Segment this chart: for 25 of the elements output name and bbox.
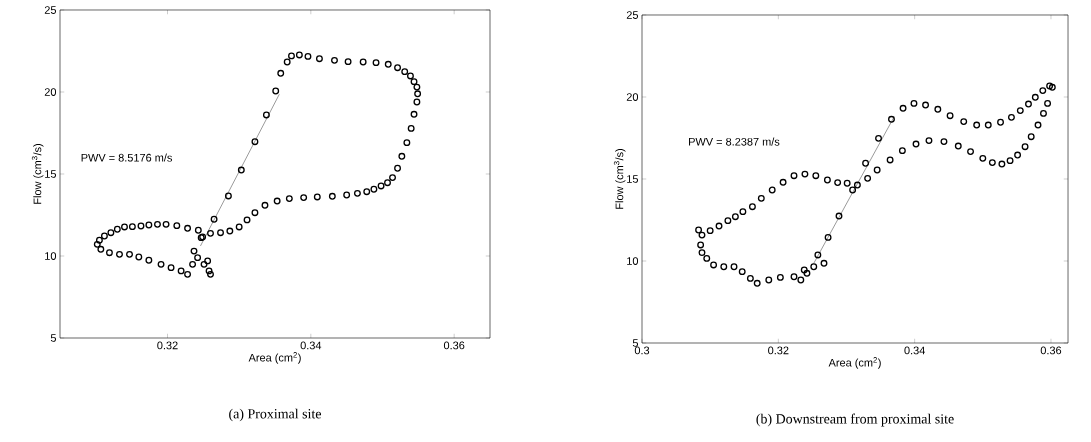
- y-tick-label: 25: [44, 6, 57, 14]
- x-tick-label: 0.34: [300, 341, 322, 350]
- x-tick-label: 0.32: [157, 341, 178, 350]
- y-tick-label: 15: [627, 175, 639, 183]
- y-tick-label: 5: [50, 334, 57, 342]
- y-tick-label: 20: [626, 93, 639, 101]
- x-tick-label: 0.36: [1040, 346, 1062, 355]
- x-axis-title: Area (cm$^{2}$): [828, 357, 881, 369]
- y-tick-label: 15: [45, 170, 57, 178]
- x-tick-label: 0.32: [768, 346, 789, 355]
- y-tick-label: 10: [45, 252, 57, 260]
- annotation: PWV = 8.5176 m/s: [81, 153, 172, 162]
- text: (b) Downstream from proximal site: [756, 413, 954, 427]
- x-tick-label: 0.34: [904, 346, 925, 355]
- y-axis-title: Flow (cm$^{3}$/s): [31, 143, 44, 204]
- x-tick-label: 0.36: [443, 341, 465, 350]
- text: (a) Proximal site: [229, 408, 321, 422]
- x-tick-label: 0.3: [634, 346, 650, 355]
- x-axis-title: Area (cm$^{2}$): [248, 352, 301, 364]
- y-tick-label: 10: [627, 257, 639, 265]
- y-tick-label: 5: [632, 339, 639, 347]
- y-axis-title: Flow (cm$^{3}$/s): [613, 148, 626, 209]
- y-tick-label: 20: [44, 88, 57, 96]
- annotation: PWV = 8.2387 m/s: [689, 137, 780, 146]
- y-tick-label: 25: [626, 11, 639, 19]
